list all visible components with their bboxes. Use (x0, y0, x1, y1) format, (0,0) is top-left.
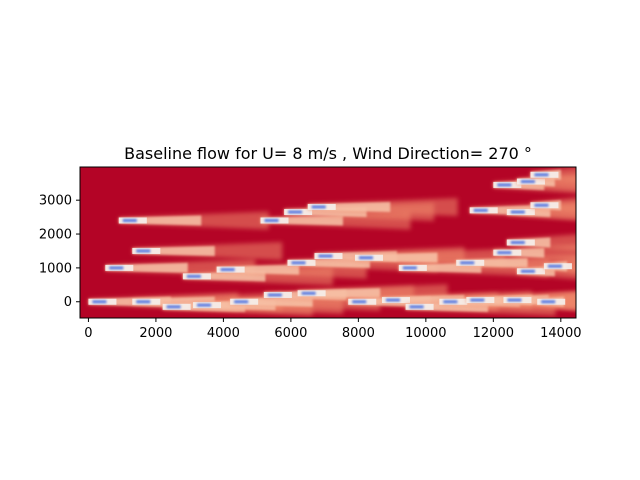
plot-area (79, 166, 577, 319)
y-tick-label: 2000 (39, 228, 72, 243)
chart-title: Baseline flow for U= 8 m/s , Wind Direct… (124, 144, 532, 163)
turbine-wake (530, 197, 576, 214)
turbine-wake (132, 241, 283, 260)
x-tick-label: 0 (84, 326, 92, 341)
turbine-wake (118, 211, 269, 230)
x-tick-label: 6000 (274, 326, 307, 341)
turbine-wake (506, 234, 576, 251)
turbine-wake (530, 167, 576, 183)
plot-frame (79, 166, 577, 319)
y-tick-label: 1000 (39, 261, 72, 276)
x-axis: 0 2000 4000 6000 8000 10000 12000 14000 (84, 318, 581, 341)
x-tick-label: 2000 (139, 326, 172, 341)
x-tick-label: 12000 (473, 326, 514, 341)
x-tick-label: 10000 (405, 326, 446, 341)
turbine-wake (537, 293, 576, 310)
y-axis: 0 1000 2000 3000 (39, 194, 80, 310)
x-tick-label: 14000 (540, 326, 581, 341)
x-tick-label: 4000 (207, 326, 240, 341)
y-tick-label: 3000 (39, 194, 72, 209)
wake-field (88, 167, 576, 316)
turbine-wake (307, 197, 458, 216)
turbine-wake (493, 244, 576, 262)
x-tick-label: 8000 (342, 326, 375, 341)
turbine-wake (543, 258, 576, 274)
y-tick-label: 0 (64, 295, 72, 310)
turbine-wake (297, 284, 448, 303)
